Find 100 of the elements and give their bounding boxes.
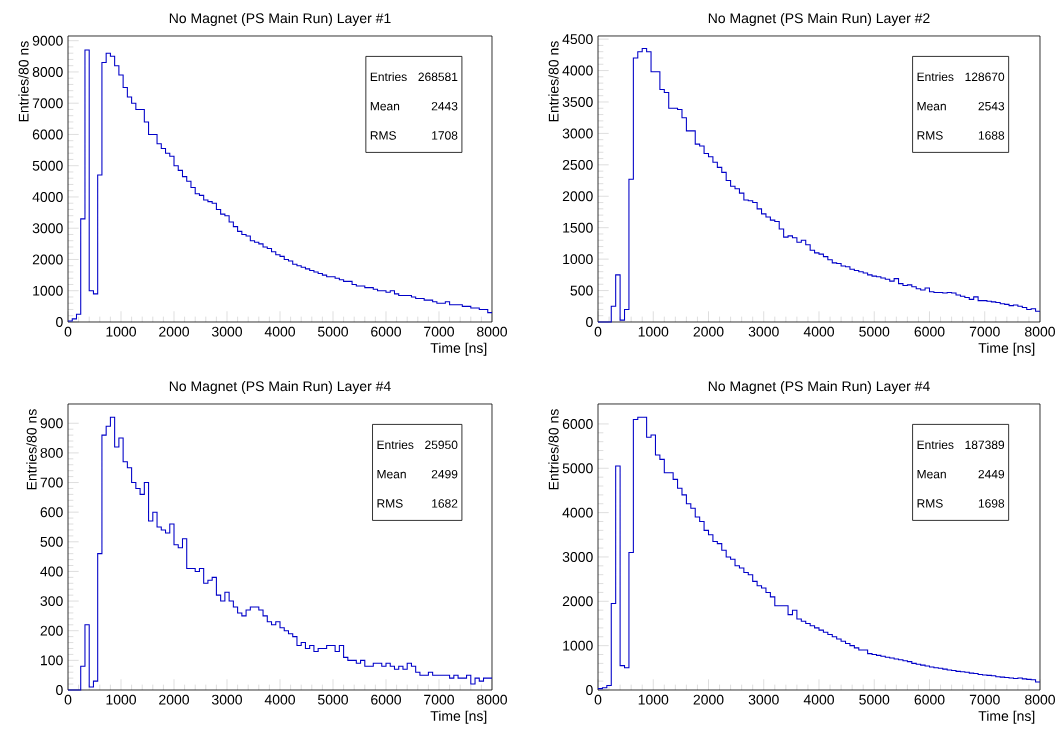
x-tick-label: 1000 <box>106 326 137 337</box>
chart-title: No Magnet (PS Main Run) Layer #1 <box>169 12 391 26</box>
y-tick-label: 3000 <box>32 223 63 234</box>
annotation: RMS <box>917 131 943 140</box>
x-tick-label: 4000 <box>803 694 835 705</box>
x-tick-label: 6000 <box>371 694 402 705</box>
y-tick-label: 9000 <box>32 35 63 46</box>
y-tick-label: 3000 <box>562 552 593 562</box>
annotation: Entries <box>370 72 407 82</box>
x-tick-label: 6000 <box>371 326 402 337</box>
annotation: 268581 <box>418 72 458 82</box>
y-tick-label: 6000 <box>562 418 593 429</box>
x-tick-label: 6000 <box>914 694 945 705</box>
annotation: RMS <box>377 499 403 508</box>
x-tick-label: 5000 <box>859 694 890 705</box>
y-tick-label: 0 <box>586 685 593 695</box>
annotation: Mean <box>377 470 406 479</box>
y-tick-label: 800 <box>40 447 63 458</box>
y-axis-title: Entries/80 ns <box>548 409 559 490</box>
annotation: 2443 <box>431 101 458 111</box>
y-axis-title: Entries/80 ns <box>18 41 29 122</box>
x-tick-label: 3000 <box>211 326 243 337</box>
x-tick-label: 5000 <box>317 326 349 337</box>
y-tick-label: 1000 <box>563 640 593 651</box>
y-tick-label: 3500 <box>562 97 593 107</box>
y-tick-label: 500 <box>40 536 63 547</box>
annotation: 25950 <box>425 440 458 450</box>
y-tick-label: 1000 <box>563 254 593 265</box>
y-tick-label: 0 <box>586 317 593 327</box>
y-tick-label: 4000 <box>562 65 593 76</box>
chart-title: No Magnet (PS Main Run) Layer #4 <box>708 380 930 394</box>
x-tick-label: 7000 <box>969 694 1000 705</box>
y-tick-label: 700 <box>40 477 63 488</box>
x-tick-label: 7000 <box>424 326 455 337</box>
y-tick-label: 200 <box>40 625 63 636</box>
x-tick-label: 4000 <box>264 326 296 337</box>
annotation: Entries <box>377 440 414 450</box>
y-tick-label: 5000 <box>32 160 63 171</box>
y-tick-label: 1500 <box>563 222 593 233</box>
x-tick-label: 8000 <box>1025 694 1056 705</box>
x-axis-title: Time [ns] <box>430 342 487 356</box>
x-tick-label: 4000 <box>264 694 296 705</box>
annotation: 187389 <box>965 440 1005 450</box>
y-tick-label: 300 <box>40 596 63 607</box>
y-tick-label: 500 <box>570 285 593 296</box>
y-tick-label: 4000 <box>562 507 593 518</box>
y-tick-label: 100 <box>41 655 63 666</box>
y-tick-label: 400 <box>40 566 63 577</box>
annotation: Mean <box>370 102 400 111</box>
x-tick-label: 3000 <box>748 326 779 337</box>
y-tick-label: 0 <box>56 317 63 327</box>
x-tick-label: 8000 <box>1025 326 1056 337</box>
x-tick-label: 7000 <box>969 326 1000 337</box>
annotation: Mean <box>917 102 946 111</box>
y-tick-label: 4000 <box>32 192 63 202</box>
y-tick-label: 2000 <box>562 596 593 607</box>
x-axis-title: Time [ns] <box>978 710 1035 724</box>
x-tick-label: 8000 <box>477 326 508 337</box>
y-tick-label: 2500 <box>562 159 593 170</box>
x-tick-label: 1000 <box>638 694 669 705</box>
y-tick-label: 0 <box>56 685 63 695</box>
annotation: 1708 <box>432 131 458 140</box>
x-tick-label: 6000 <box>914 326 945 337</box>
y-tick-label: 2000 <box>32 254 63 265</box>
x-tick-label: 0 <box>64 694 72 705</box>
y-tick-label: 1000 <box>33 285 63 296</box>
annotation: 128670 <box>965 72 1005 82</box>
x-tick-label: 3000 <box>211 694 243 705</box>
annotation: 1688 <box>978 131 1005 140</box>
x-tick-label: 1000 <box>638 326 669 337</box>
annotation: 1682 <box>432 499 458 508</box>
x-tick-label: 0 <box>64 326 72 337</box>
annotation: 2449 <box>978 469 1005 479</box>
x-tick-label: 2000 <box>693 694 724 705</box>
x-tick-label: 8000 <box>477 694 508 705</box>
annotation: 1698 <box>978 499 1005 508</box>
x-tick-label: 5000 <box>859 326 890 337</box>
chart-title: No Magnet (PS Main Run) Layer #2 <box>708 12 930 26</box>
y-tick-label: 2000 <box>562 191 593 202</box>
x-axis-title: Time [ns] <box>978 342 1035 356</box>
y-axis-title: Entries/80 ns <box>548 41 559 122</box>
y-tick-label: 7000 <box>32 98 63 109</box>
y-tick-label: 3000 <box>562 128 593 139</box>
x-tick-label: 5000 <box>317 694 349 705</box>
annotation: 2543 <box>978 101 1005 111</box>
annotation: RMS <box>917 499 943 508</box>
y-tick-label: 4500 <box>562 34 593 45</box>
y-tick-label: 6000 <box>32 129 63 140</box>
y-tick-label: 600 <box>40 507 63 518</box>
x-tick-label: 3000 <box>748 694 779 705</box>
annotation: Mean <box>917 470 946 479</box>
annotation: Entries <box>917 440 954 450</box>
y-tick-label: 8000 <box>32 66 63 77</box>
y-axis-title: Entries/80 ns <box>26 409 37 490</box>
x-tick-label: 2000 <box>159 694 190 705</box>
x-tick-label: 4000 <box>803 326 835 337</box>
x-tick-label: 7000 <box>424 694 455 705</box>
x-tick-label: 2000 <box>693 326 724 337</box>
x-tick-label: 0 <box>594 326 602 337</box>
x-tick-label: 0 <box>594 694 602 705</box>
